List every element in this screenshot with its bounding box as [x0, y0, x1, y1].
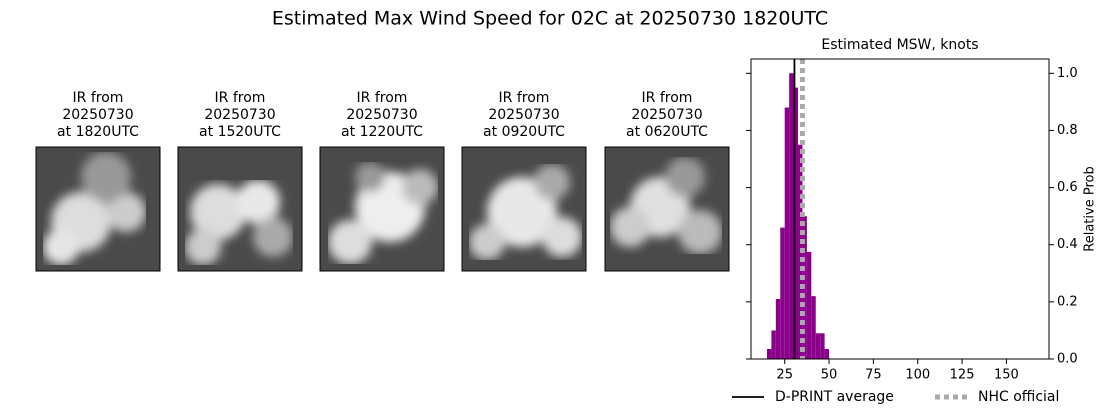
clouds	[43, 152, 146, 265]
cloud	[190, 184, 246, 240]
bar	[780, 227, 785, 359]
panel-title: IR from	[357, 90, 408, 106]
x-tick-label: 125	[950, 368, 975, 383]
clouds	[328, 162, 438, 264]
cloud	[542, 217, 582, 257]
cloud	[355, 162, 385, 192]
bar	[775, 299, 781, 359]
bar	[811, 296, 816, 359]
x-tick-label: 25	[776, 368, 793, 383]
y-tick-label: 0.8	[1057, 123, 1078, 138]
clouds	[469, 164, 582, 260]
axes-frame	[750, 58, 1050, 360]
panel-title: IR from	[499, 90, 550, 106]
cloud	[43, 229, 79, 265]
cloud	[678, 210, 722, 254]
image-frame	[604, 146, 730, 272]
bar	[806, 251, 812, 359]
y-axis-label: Relative Prob	[1083, 166, 1098, 251]
x-tick-label: 75	[865, 368, 882, 383]
image-frame	[35, 146, 161, 272]
panel-title: IR from	[215, 90, 266, 106]
panel-title: 20250730	[62, 107, 133, 123]
y-tick-label: 0.4	[1057, 237, 1078, 252]
y-tick-label: 0.2	[1057, 294, 1078, 309]
cloud	[185, 229, 221, 265]
ir-image	[35, 146, 161, 272]
x-tick-label: 150	[994, 368, 1019, 383]
panel-title: IR from	[73, 90, 124, 106]
panel-title: at 1520UTC	[199, 124, 281, 140]
legend-label: D-PRINT average	[775, 389, 894, 405]
cloud	[469, 224, 505, 260]
figure-title: Estimated Max Wind Speed for 02C at 2025…	[272, 8, 828, 30]
x-tick-label: 50	[821, 368, 838, 383]
clouds	[185, 180, 293, 265]
cloud	[610, 207, 650, 247]
y-tick-label: 0.6	[1057, 180, 1078, 195]
cloud	[253, 217, 293, 257]
panel-title: at 1820UTC	[57, 124, 139, 140]
cloud	[402, 169, 438, 205]
panel-title: 20250730	[204, 107, 275, 123]
bar	[784, 107, 790, 359]
clouds	[610, 157, 722, 254]
bar	[766, 349, 772, 359]
ir-image	[461, 146, 587, 272]
cloud	[106, 192, 146, 232]
panel-title: at 1220UTC	[341, 124, 423, 140]
legend-label: NHC official	[978, 389, 1059, 405]
bar	[789, 73, 794, 360]
panel-title: 20250730	[346, 107, 417, 123]
chart-title: Estimated MSW, knots	[821, 37, 978, 53]
bar	[820, 333, 825, 359]
ir-image	[604, 146, 730, 272]
bar	[793, 87, 799, 360]
ir-image	[319, 146, 445, 272]
panel-title: at 0920UTC	[483, 124, 565, 140]
panel-title: 20250730	[631, 107, 702, 123]
cloud	[534, 164, 570, 200]
bar	[815, 333, 821, 359]
legend-entry: D-PRINT average	[732, 389, 894, 405]
image-frame	[461, 146, 587, 272]
panel-title: 20250730	[488, 107, 559, 123]
cloud	[81, 152, 131, 202]
y-tick-label: 0.0	[1057, 352, 1078, 367]
cloud	[236, 180, 280, 224]
image-frame	[177, 146, 303, 272]
cloud	[665, 157, 705, 197]
image-frame	[319, 146, 445, 272]
bar	[771, 330, 776, 359]
x-tick-label: 100	[905, 368, 930, 383]
panel-title: IR from	[642, 90, 693, 106]
bar	[824, 349, 830, 359]
legend-entry: NHC official	[935, 389, 1059, 405]
ir-image	[177, 146, 303, 272]
cloud	[328, 220, 372, 264]
y-tick-label: 1.0	[1057, 66, 1078, 81]
panel-title: at 0620UTC	[626, 124, 708, 140]
